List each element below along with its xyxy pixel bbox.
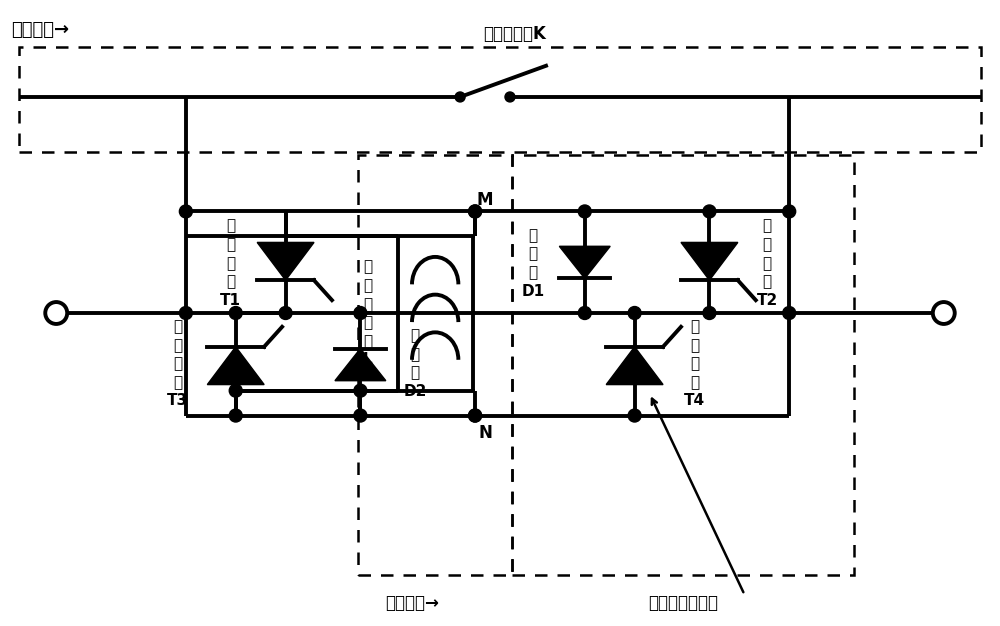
Circle shape [179, 307, 192, 319]
Text: 二
极
管
D1: 二 极 管 D1 [521, 228, 544, 299]
Text: 单相整流桥单元: 单相整流桥单元 [648, 593, 718, 612]
Polygon shape [335, 349, 386, 381]
Polygon shape [207, 347, 264, 384]
Polygon shape [681, 242, 738, 280]
Circle shape [229, 384, 242, 397]
Circle shape [179, 205, 192, 218]
Text: 限
流
电
抗
器
L: 限 流 电 抗 器 L [363, 260, 372, 367]
Bar [398, 237, 473, 391]
Text: M: M [477, 190, 493, 208]
Circle shape [469, 205, 482, 218]
Text: 限流单元→: 限流单元→ [385, 593, 439, 612]
Circle shape [354, 307, 367, 319]
Circle shape [455, 92, 465, 102]
Polygon shape [559, 246, 610, 279]
Circle shape [783, 307, 796, 319]
Circle shape [229, 409, 242, 422]
Circle shape [279, 307, 292, 319]
Polygon shape [257, 242, 314, 280]
Circle shape [783, 205, 796, 218]
Circle shape [703, 307, 716, 319]
Circle shape [628, 307, 641, 319]
Text: N: N [478, 424, 492, 443]
Text: 断路单元→: 断路单元→ [11, 21, 69, 39]
Text: 晶
闸
管
阀
T3: 晶 闸 管 阀 T3 [167, 319, 188, 409]
Circle shape [469, 205, 482, 218]
Polygon shape [606, 347, 663, 384]
Circle shape [578, 307, 591, 319]
Circle shape [628, 409, 641, 422]
Text: 晶
闸
管
阀
T2: 晶 闸 管 阀 T2 [757, 218, 778, 308]
Text: 旁路断路器K: 旁路断路器K [484, 25, 546, 43]
Circle shape [229, 307, 242, 319]
Circle shape [505, 92, 515, 102]
Circle shape [469, 409, 482, 422]
Text: 二
极
管
D2: 二 极 管 D2 [404, 329, 427, 399]
Circle shape [578, 205, 591, 218]
Circle shape [354, 409, 367, 422]
Text: 晶
闸
管
阀
T1: 晶 闸 管 阀 T1 [220, 218, 241, 308]
Circle shape [354, 384, 367, 397]
Text: 晶
闸
管
阀
T4: 晶 闸 管 阀 T4 [684, 319, 705, 409]
Circle shape [469, 409, 482, 422]
Circle shape [703, 205, 716, 218]
